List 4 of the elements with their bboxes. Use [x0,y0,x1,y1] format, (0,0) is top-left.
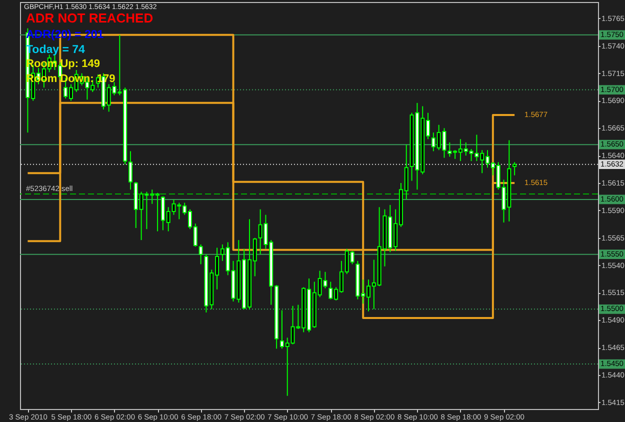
candlestick [128,150,132,190]
candlestick [198,244,203,265]
candlestick [512,162,517,176]
annotation: ADR NOT REACHED [26,10,154,26]
